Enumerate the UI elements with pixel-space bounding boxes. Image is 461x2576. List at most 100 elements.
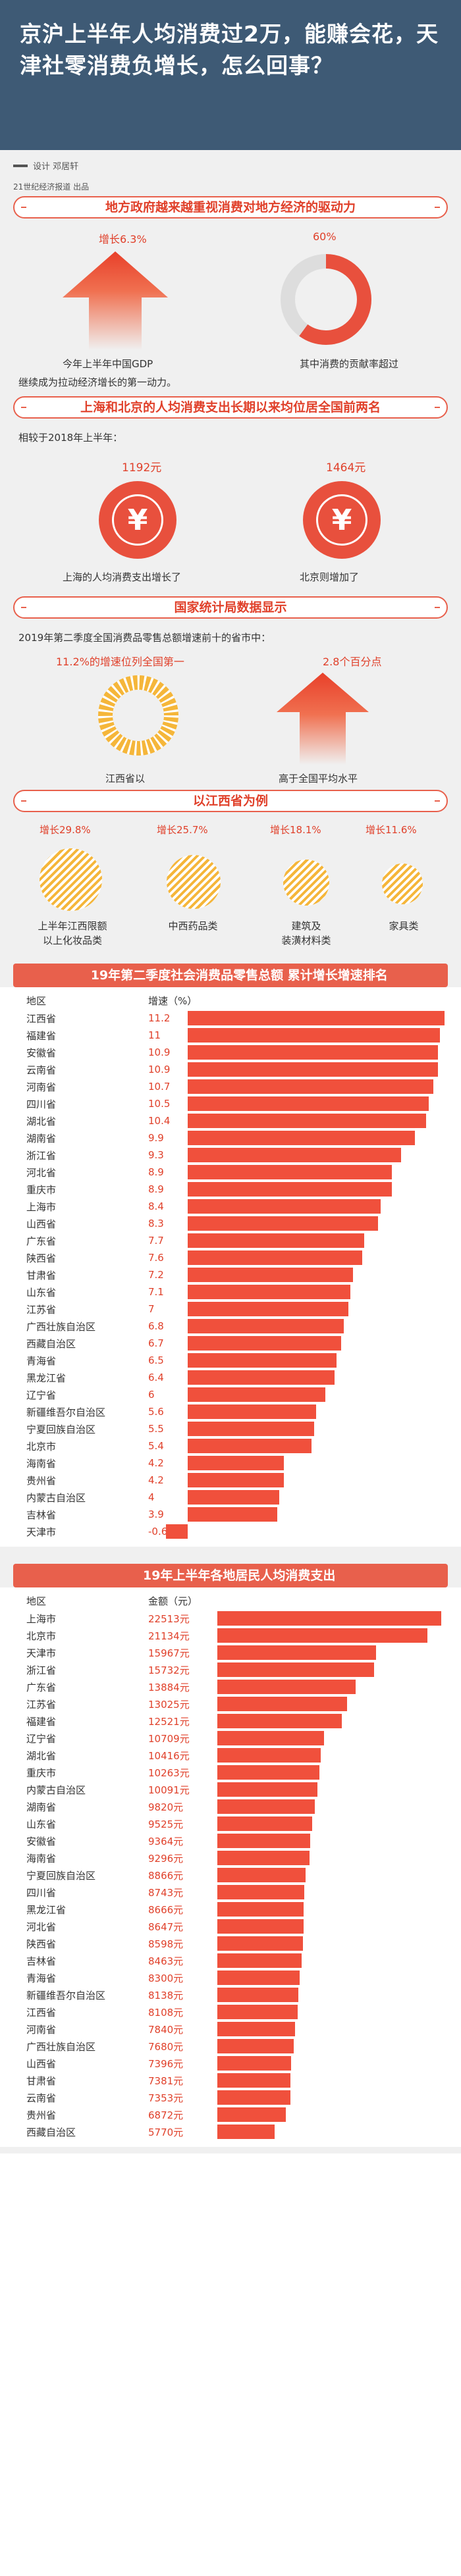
data-label: 10.9 [148,1046,171,1058]
category-label-building: 建筑及 装潢材料类 [281,920,331,946]
region-name: 辽宁省 [26,1389,57,1401]
table-row: 广西壮族自治区 6.8 [0,1318,461,1335]
data-label: 22513元 [148,1612,190,1625]
data-label: 7.2 [148,1269,164,1281]
shanghai-caption: 上海的人均消费支出增长了 [63,571,182,583]
data-label: 4.2 [148,1474,164,1486]
table-row: 江苏省 13025元 [0,1695,461,1713]
bar [217,1714,342,1728]
region-name: 四川省 [26,1886,57,1899]
table-row: 山西省 8.3 [0,1215,461,1232]
data-label: 8.9 [148,1183,164,1195]
ranking2-header: 地区 金额（元） [0,1591,461,1610]
gdp-caption: 今年上半年中国GDP [63,358,153,370]
region-name: 浙江省 [26,1149,57,1162]
data-label: 6.8 [148,1320,164,1332]
data-label: 8463元 [148,1955,184,1967]
region-name: 浙江省 [26,1664,57,1676]
table-row: 宁夏回族自治区 8866元 [0,1867,461,1884]
col-value: 金额（元） [148,1595,198,1607]
bar [188,1216,379,1231]
category-growth: 增长29.8% [40,824,91,836]
region-name: 青海省 [26,1972,57,1984]
data-label: 8598元 [148,1938,184,1950]
table-row: 新疆维吾尔自治区 5.6 [0,1403,461,1420]
table-row: 北京市 5.4 [0,1437,461,1455]
bar [217,1953,302,1968]
table-row: 福建省 11 [0,1027,461,1044]
region-name: 上海市 [26,1200,57,1213]
region-name: 湖南省 [26,1132,57,1145]
table-row: 辽宁省 6 [0,1386,461,1403]
growth-arrow-icon [277,673,369,765]
data-label: 4.2 [148,1457,164,1469]
bar [188,1045,438,1060]
category-growth: 增长18.1% [270,824,321,836]
bar [188,1473,285,1487]
bar [217,1697,347,1711]
region-name: 山西省 [26,2057,57,2070]
table-row: 青海省 6.5 [0,1352,461,1369]
bar [188,1422,314,1436]
data-label: 13884元 [148,1681,190,1693]
data-label: 10416元 [148,1749,190,1762]
table-row: 湖北省 10.4 [0,1112,461,1129]
table-row: 山东省 7.1 [0,1283,461,1301]
data-label: 8.9 [148,1166,164,1178]
data-label: 5.5 [148,1423,164,1435]
table-row: 北京市 21134元 [0,1627,461,1644]
col-value: 增速（%） [148,994,198,1007]
bar [188,1062,438,1077]
region-name: 宁夏回族自治区 [26,1423,96,1435]
bar [217,1834,311,1848]
data-label: 6 [148,1389,155,1401]
data-label: 4 [148,1491,155,1503]
table-row: 广西壮族自治区 7680元 [0,2038,461,2055]
table-row: 江苏省 7 [0,1301,461,1318]
data-label: 7.6 [148,1252,164,1264]
region-name: 江西省 [26,1012,57,1025]
data-label: 10.9 [148,1064,171,1075]
data-label: 8.4 [148,1200,164,1212]
bar [217,1799,315,1814]
table-row: 河南省 10.7 [0,1078,461,1095]
region-name: 福建省 [26,1715,57,1728]
region-name: 四川省 [26,1098,57,1110]
region-name: 黑龙江省 [26,1903,67,1916]
table-row: 甘肃省 7.2 [0,1266,461,1283]
table-row: 湖北省 10416元 [0,1747,461,1764]
region-name: 河北省 [26,1166,57,1179]
data-label: 8647元 [148,1920,184,1933]
table-row: 青海省 8300元 [0,1969,461,1986]
table-row: 甘肃省 7381元 [0,2072,461,2089]
credit-bar-icon [13,164,28,167]
section4: 增长29.8% 增长25.7% 增长18.1% 增长11.6% 上半年江西限额 … [0,812,461,964]
data-label: 13025元 [148,1698,190,1711]
bar [188,1490,280,1505]
bar [217,1628,428,1643]
table-row: 内蒙古自治区 10091元 [0,1781,461,1798]
region-name: 云南省 [26,2092,57,2104]
data-label: 6.7 [148,1337,164,1349]
region-name: 北京市 [26,1440,57,1453]
content: 地方政府越来越重视消费对地方经济的驱动力 增长6.3% 60% 今年上半年中国G… [0,196,461,2153]
region-name: 吉林省 [26,1508,57,1521]
bar [188,1336,342,1351]
region-name: 山西省 [26,1218,57,1230]
bar [217,1611,441,1626]
bar [188,1011,445,1025]
data-label: 8866元 [148,1869,184,1882]
region-name: 新疆维吾尔自治区 [26,1406,106,1418]
bar [217,1936,303,1951]
data-label: 7.7 [148,1235,164,1247]
bar [217,1662,374,1677]
region-name: 福建省 [26,1029,57,1042]
beijing-increase: 1464元 [326,461,366,475]
region-name: 新疆维吾尔自治区 [26,1989,106,2001]
bar [217,2056,291,2071]
table-row: 西藏自治区 6.7 [0,1335,461,1352]
data-label: 7353元 [148,2092,184,2104]
region-name: 上海市 [26,1612,57,1625]
region-name: 北京市 [26,1630,57,1642]
bar [217,1765,319,1780]
